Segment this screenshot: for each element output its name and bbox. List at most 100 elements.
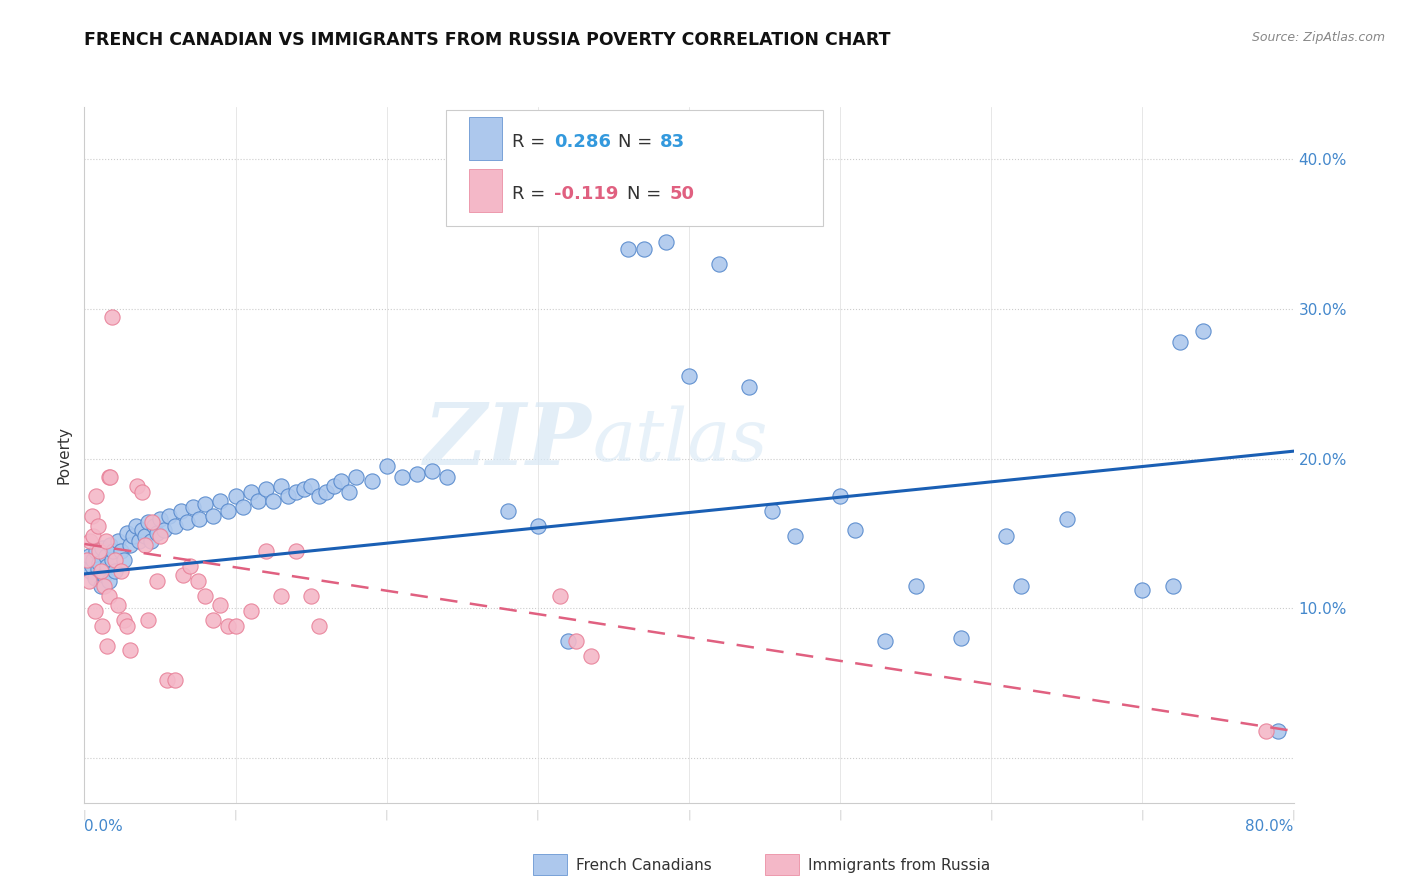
Text: Source: ZipAtlas.com: Source: ZipAtlas.com (1251, 31, 1385, 45)
Point (172, 568, 194, 582)
Text: |: | (385, 810, 388, 821)
Point (247, 493, 270, 508)
Point (285, 544, 308, 558)
Point (217, 504, 239, 518)
Text: 50: 50 (669, 185, 695, 202)
Point (655, 235, 678, 249)
Point (77, 574, 100, 589)
Y-axis label: Poverty: Poverty (56, 425, 72, 484)
Point (170, 504, 193, 518)
Point (225, 619, 247, 633)
Point (209, 599, 232, 613)
Point (1192, 325, 1215, 339)
Text: N =: N = (627, 185, 668, 202)
Point (1161, 579, 1184, 593)
Point (118, 643, 141, 657)
Point (94, 549, 117, 563)
Point (1267, 723, 1289, 738)
Point (194, 590, 217, 604)
Point (153, 524, 176, 538)
Point (201, 508, 224, 523)
Point (564, 634, 586, 648)
Point (165, 519, 187, 533)
Point (79, 533, 101, 548)
Point (125, 519, 148, 533)
Point (496, 504, 519, 518)
Point (254, 544, 277, 558)
Point (783, 529, 806, 543)
Point (146, 574, 169, 589)
Point (738, 380, 761, 394)
Point (995, 529, 1018, 543)
Point (436, 469, 458, 483)
Point (121, 529, 143, 543)
Point (76, 553, 98, 567)
Text: R =: R = (512, 133, 551, 151)
Point (77, 549, 100, 563)
Point (1011, 579, 1033, 593)
Text: 83: 83 (659, 133, 685, 151)
Point (134, 538, 156, 552)
Point (134, 529, 156, 543)
Point (285, 484, 308, 499)
Point (337, 484, 360, 499)
Point (579, 649, 602, 664)
Text: |: | (83, 810, 86, 821)
Point (360, 474, 382, 488)
Point (254, 482, 277, 496)
Point (292, 482, 315, 496)
Point (375, 459, 398, 474)
Point (89, 544, 111, 558)
Point (179, 559, 201, 574)
Point (1130, 583, 1153, 598)
Point (270, 590, 292, 604)
Point (91, 541, 114, 556)
Point (225, 489, 247, 503)
Point (110, 544, 132, 558)
Point (93, 568, 115, 582)
Point (270, 478, 292, 492)
Point (201, 613, 224, 627)
Point (128, 533, 150, 548)
Point (90, 579, 112, 593)
Point (633, 242, 655, 256)
Point (97, 574, 120, 589)
Point (181, 500, 204, 514)
Point (406, 467, 429, 481)
Text: -0.119: -0.119 (554, 185, 619, 202)
Point (149, 529, 172, 543)
Point (165, 673, 187, 687)
Point (101, 544, 124, 558)
Point (79, 564, 101, 578)
Point (950, 631, 973, 645)
Point (118, 538, 141, 552)
Point (346, 469, 368, 483)
Point (96, 559, 118, 574)
Point (299, 478, 322, 492)
Point (100, 553, 122, 567)
Point (709, 257, 731, 271)
Point (104, 553, 127, 567)
Point (91, 619, 114, 633)
Point (527, 519, 550, 533)
Text: 0.0%: 0.0% (84, 819, 124, 834)
Point (904, 579, 927, 593)
Text: R =: R = (512, 185, 551, 202)
Point (330, 474, 353, 488)
Point (97, 469, 120, 483)
Point (97, 590, 120, 604)
Text: |: | (233, 810, 238, 821)
Point (87, 519, 110, 533)
Point (82, 553, 104, 567)
Text: French Canadians: French Canadians (576, 858, 713, 872)
Point (315, 484, 337, 499)
Point (98, 538, 121, 552)
Point (1168, 334, 1191, 349)
Text: |: | (1292, 810, 1295, 821)
Point (157, 508, 180, 523)
Text: |: | (1140, 810, 1144, 821)
Point (131, 524, 153, 538)
Point (262, 493, 284, 508)
Point (391, 469, 413, 483)
Point (1256, 723, 1278, 738)
